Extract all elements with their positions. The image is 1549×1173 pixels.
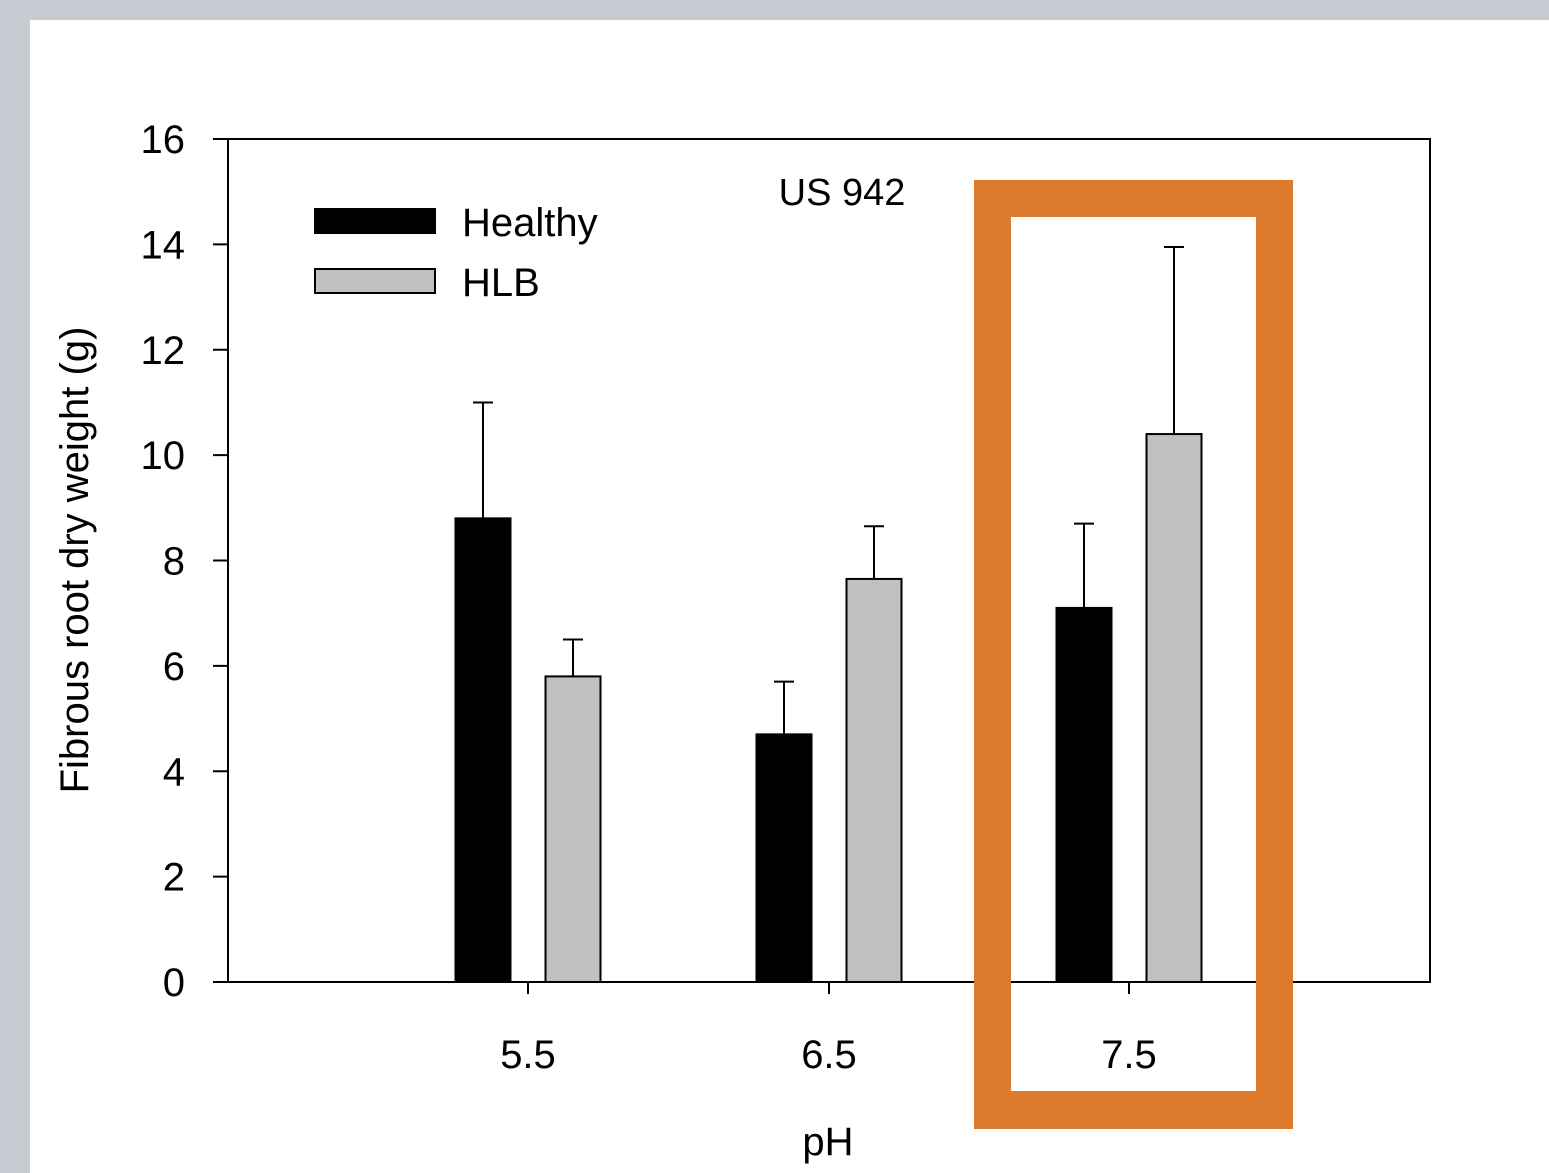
y-axis: 0 2 4 6 8 10 12 14 16 bbox=[141, 118, 228, 1005]
x-tick-label-1: 6.5 bbox=[801, 1033, 857, 1077]
legend-label-hlb: HLB bbox=[462, 261, 540, 305]
bar-healthy-5.5 bbox=[454, 517, 512, 983]
x-axis-label: pH bbox=[802, 1120, 853, 1164]
y-tick-label-7: 14 bbox=[141, 223, 186, 267]
legend: Healthy HLB bbox=[314, 201, 598, 305]
y-tick-label-2: 4 bbox=[163, 750, 185, 794]
bars bbox=[454, 433, 1203, 984]
x-tick-label-2: 7.5 bbox=[1101, 1033, 1157, 1077]
y-tick-label-1: 2 bbox=[163, 856, 185, 900]
y-axis-label: Fibrous root dry weight (g) bbox=[53, 327, 97, 794]
y-tick-label-4: 8 bbox=[163, 540, 185, 584]
chart-title: US 942 bbox=[779, 172, 906, 214]
y-tick-label-0: 0 bbox=[163, 961, 185, 1005]
x-tick-label-0: 5.5 bbox=[500, 1033, 556, 1077]
bar-healthy-6.5 bbox=[755, 733, 813, 984]
legend-label-healthy: Healthy bbox=[462, 201, 598, 245]
legend-swatch-hlb bbox=[314, 268, 436, 294]
bar-hlb-7.5 bbox=[1145, 433, 1203, 983]
y-tick-label-5: 10 bbox=[141, 434, 186, 478]
bar-hlb-6.5 bbox=[845, 577, 903, 983]
highlight-box bbox=[974, 180, 1293, 1129]
error-bars bbox=[473, 246, 1184, 735]
y-tick-label-6: 12 bbox=[141, 329, 186, 373]
x-axis: 5.5 6.5 7.5 bbox=[500, 982, 1157, 1077]
legend-swatch-healthy bbox=[314, 208, 436, 234]
y-tick-label-8: 16 bbox=[141, 118, 186, 162]
bar-healthy-7.5 bbox=[1055, 606, 1113, 983]
bar-hlb-5.5 bbox=[544, 675, 602, 983]
plot-frame bbox=[227, 138, 1431, 983]
y-tick-label-3: 6 bbox=[163, 645, 185, 689]
